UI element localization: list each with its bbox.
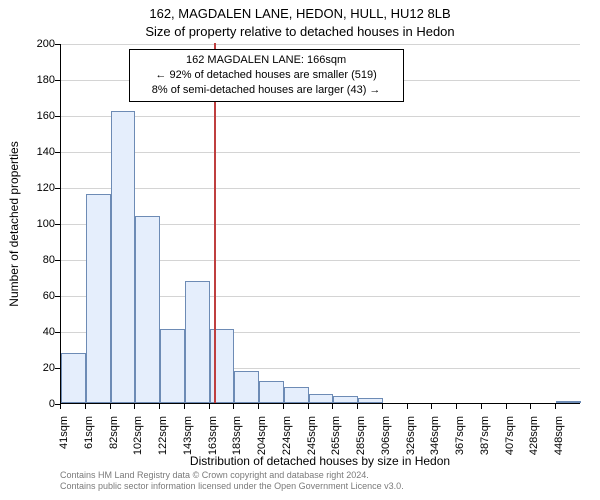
annotation-box: 162 MAGDALEN LANE: 166sqm← 92% of detach…: [129, 49, 404, 102]
x-tick-label: 448sqm: [553, 416, 565, 455]
y-tick-label: 80: [15, 254, 55, 266]
x-tick-mark: [407, 404, 408, 409]
histogram-bar: [259, 381, 284, 403]
y-tick-mark: [55, 368, 60, 369]
y-tick-label: 20: [15, 362, 55, 374]
x-tick-label: 306sqm: [380, 416, 392, 455]
x-tick-mark: [110, 404, 111, 409]
histogram-bar: [309, 394, 334, 403]
y-tick-mark: [55, 332, 60, 333]
x-tick-label: 265sqm: [330, 416, 342, 455]
histogram-bar: [284, 387, 309, 403]
histogram-bar: [234, 371, 259, 403]
x-tick-mark: [85, 404, 86, 409]
y-tick-label: 60: [15, 290, 55, 302]
x-tick-label: 285sqm: [355, 416, 367, 455]
x-tick-label: 204sqm: [256, 416, 268, 455]
x-tick-label: 387sqm: [479, 416, 491, 455]
x-tick-mark: [481, 404, 482, 409]
y-tick-mark: [55, 80, 60, 81]
x-tick-mark: [283, 404, 284, 409]
x-tick-mark: [431, 404, 432, 409]
y-tick-label: 120: [15, 182, 55, 194]
x-tick-label: 245sqm: [306, 416, 318, 455]
histogram-bar: [358, 398, 383, 403]
x-tick-mark: [530, 404, 531, 409]
x-tick-mark: [506, 404, 507, 409]
x-tick-label: 41sqm: [58, 416, 70, 449]
x-tick-label: 183sqm: [231, 416, 243, 455]
plot-area: 162 MAGDALEN LANE: 166sqm← 92% of detach…: [60, 44, 580, 404]
chart-title: 162, MAGDALEN LANE, HEDON, HULL, HU12 8L…: [0, 6, 600, 21]
chart-footer: Contains HM Land Registry data © Crown c…: [60, 470, 580, 493]
x-tick-label: 367sqm: [454, 416, 466, 455]
gridline: [61, 152, 580, 153]
x-tick-mark: [134, 404, 135, 409]
x-tick-label: 82sqm: [108, 416, 120, 449]
histogram-bar: [185, 281, 210, 403]
x-tick-label: 143sqm: [182, 416, 194, 455]
x-tick-mark: [456, 404, 457, 409]
y-tick-label: 160: [15, 110, 55, 122]
x-tick-label: 428sqm: [528, 416, 540, 455]
histogram-bar: [61, 353, 86, 403]
chart-subtitle: Size of property relative to detached ho…: [0, 24, 600, 39]
x-tick-label: 346sqm: [429, 416, 441, 455]
histogram-bar: [160, 329, 185, 403]
y-tick-label: 180: [15, 74, 55, 86]
x-axis-label: Distribution of detached houses by size …: [60, 454, 580, 468]
gridline: [61, 44, 580, 45]
annotation-line: 8% of semi-detached houses are larger (4…: [136, 83, 397, 98]
y-tick-label: 40: [15, 326, 55, 338]
x-tick-mark: [184, 404, 185, 409]
y-tick-mark: [55, 224, 60, 225]
histogram-bar: [111, 111, 136, 403]
histogram-bar: [135, 216, 160, 403]
histogram-bar: [210, 329, 235, 403]
histogram-bar: [86, 194, 111, 403]
y-tick-label: 0: [15, 398, 55, 410]
histogram-bar: [556, 401, 581, 403]
y-tick-label: 100: [15, 218, 55, 230]
x-tick-label: 407sqm: [504, 416, 516, 455]
x-tick-mark: [233, 404, 234, 409]
y-tick-label: 200: [15, 38, 55, 50]
footer-line-2: Contains public sector information licen…: [60, 481, 404, 491]
histogram-bar: [333, 396, 358, 403]
x-tick-label: 102sqm: [132, 416, 144, 455]
x-tick-mark: [159, 404, 160, 409]
annotation-line: ← 92% of detached houses are smaller (51…: [136, 68, 397, 83]
x-tick-mark: [555, 404, 556, 409]
x-tick-mark: [60, 404, 61, 409]
x-tick-label: 122sqm: [157, 416, 169, 455]
x-tick-mark: [357, 404, 358, 409]
y-tick-mark: [55, 44, 60, 45]
x-tick-label: 61sqm: [83, 416, 95, 449]
x-tick-label: 163sqm: [207, 416, 219, 455]
footer-line-1: Contains HM Land Registry data © Crown c…: [60, 470, 369, 480]
gridline: [61, 188, 580, 189]
x-tick-mark: [308, 404, 309, 409]
y-tick-mark: [55, 296, 60, 297]
y-tick-label: 140: [15, 146, 55, 158]
x-tick-mark: [258, 404, 259, 409]
y-tick-mark: [55, 188, 60, 189]
x-tick-label: 326sqm: [405, 416, 417, 455]
y-tick-mark: [55, 116, 60, 117]
x-tick-mark: [209, 404, 210, 409]
chart-container: 162, MAGDALEN LANE, HEDON, HULL, HU12 8L…: [0, 0, 600, 500]
annotation-line: 162 MAGDALEN LANE: 166sqm: [136, 53, 397, 68]
y-tick-mark: [55, 152, 60, 153]
gridline: [61, 116, 580, 117]
x-tick-label: 224sqm: [281, 416, 293, 455]
x-tick-mark: [332, 404, 333, 409]
y-tick-mark: [55, 260, 60, 261]
x-tick-mark: [382, 404, 383, 409]
